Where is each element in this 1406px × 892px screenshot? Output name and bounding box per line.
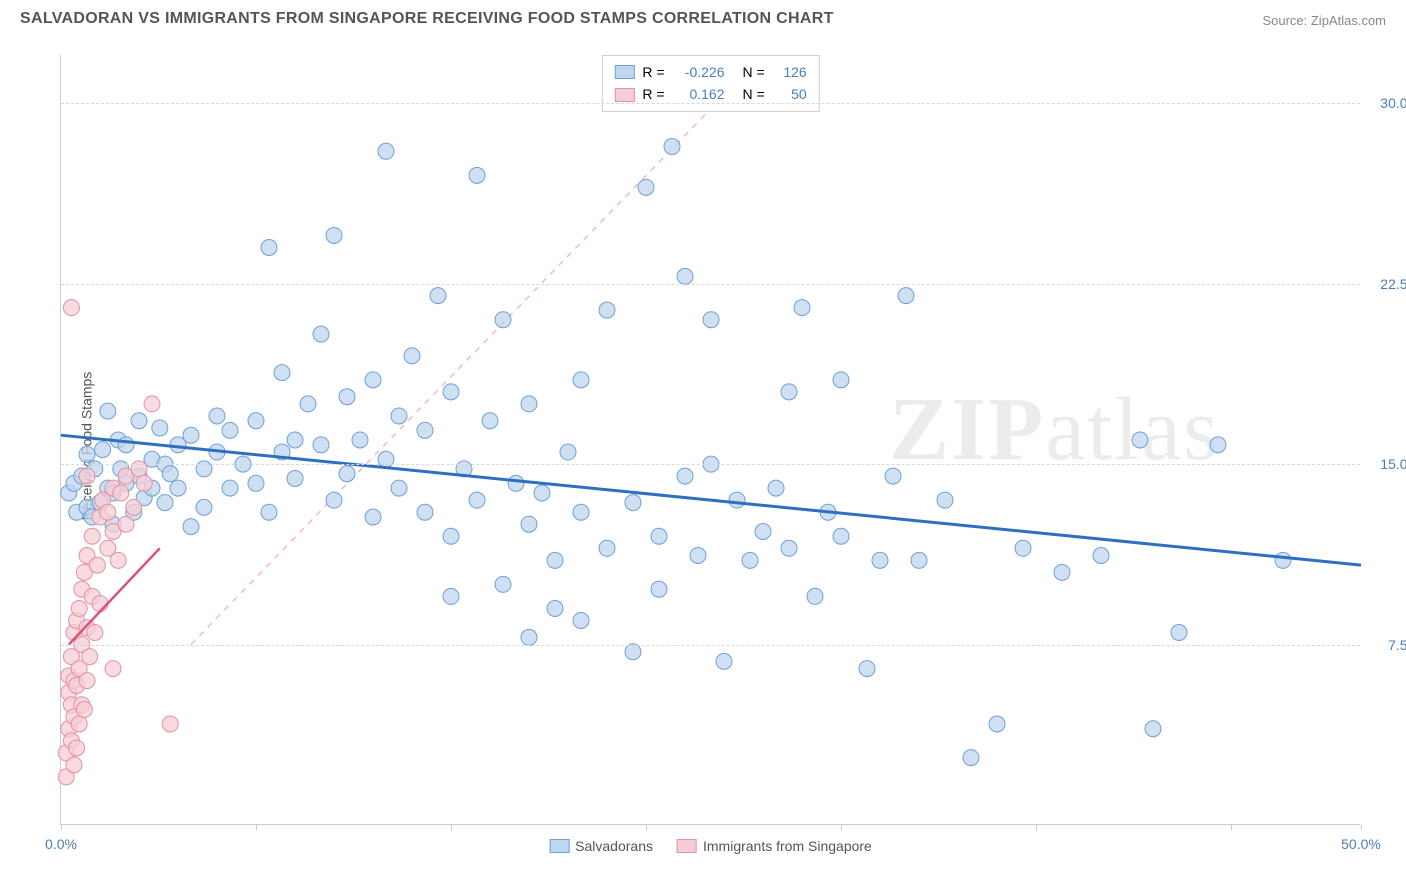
y-tick-label: 30.0% (1365, 95, 1406, 111)
legend-n-label: N = (743, 61, 765, 83)
legend-swatch (677, 839, 697, 853)
x-tick-label: 50.0% (1341, 836, 1381, 852)
legend-series: Salvadorans Immigrants from Singapore (549, 838, 872, 854)
gridline-h (61, 464, 1360, 465)
x-tick (451, 824, 452, 830)
legend-correlation-row: R = -0.226 N = 126 (614, 61, 806, 83)
chart-header: SALVADORAN VS IMMIGRANTS FROM SINGAPORE … (0, 0, 1406, 34)
chart-source: Source: ZipAtlas.com (1262, 13, 1386, 28)
x-tick (841, 824, 842, 830)
legend-swatch (549, 839, 569, 853)
legend-series-label: Salvadorans (575, 838, 653, 854)
legend-n-value: 126 (773, 61, 807, 83)
x-tick (1231, 824, 1232, 830)
x-tick (61, 824, 62, 830)
legend-r-label: R = (642, 61, 664, 83)
x-tick (646, 824, 647, 830)
y-tick-label: 22.5% (1365, 276, 1406, 292)
legend-series-item: Immigrants from Singapore (677, 838, 872, 854)
legend-r-value: -0.226 (673, 61, 725, 83)
y-tick-label: 15.0% (1365, 456, 1406, 472)
legend-series-label: Immigrants from Singapore (703, 838, 872, 854)
legend-swatch (614, 88, 634, 102)
scatter-svg (61, 55, 1360, 824)
gridline-h (61, 645, 1360, 646)
y-tick-label: 7.5% (1365, 637, 1406, 653)
chart-title: SALVADORAN VS IMMIGRANTS FROM SINGAPORE … (20, 10, 834, 28)
x-tick-label: 0.0% (45, 836, 77, 852)
x-tick (256, 824, 257, 830)
gridline-h (61, 284, 1360, 285)
gridline-h (61, 103, 1360, 104)
x-tick (1361, 824, 1362, 830)
chart-plot-area: ZIPatlas R =-0.226N =126R =0.162N =50 Sa… (60, 55, 1360, 825)
x-tick (1036, 824, 1037, 830)
legend-swatch (614, 65, 634, 79)
legend-series-item: Salvadorans (549, 838, 653, 854)
